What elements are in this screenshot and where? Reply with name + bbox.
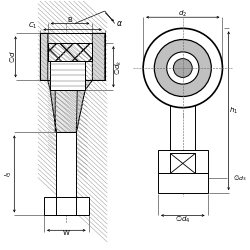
Bar — [56, 197, 76, 216]
Polygon shape — [40, 33, 56, 132]
Circle shape — [174, 58, 192, 78]
Bar — [48, 43, 92, 60]
Circle shape — [167, 52, 199, 84]
Text: $\varnothing d$: $\varnothing d$ — [7, 50, 17, 63]
Text: G: G — [64, 191, 69, 197]
Bar — [56, 132, 76, 197]
Text: $l_3$: $l_3$ — [4, 170, 14, 177]
Text: $C_1$: $C_1$ — [28, 21, 38, 32]
Bar — [50, 60, 85, 90]
Circle shape — [154, 40, 211, 96]
Polygon shape — [76, 33, 105, 132]
Text: $h_1$: $h_1$ — [228, 106, 238, 116]
Bar — [158, 173, 208, 193]
Polygon shape — [50, 90, 85, 132]
Circle shape — [143, 28, 222, 108]
Bar — [40, 33, 105, 80]
Bar — [170, 154, 195, 173]
Bar — [48, 43, 92, 60]
Text: $\varnothing d_3$: $\varnothing d_3$ — [232, 173, 246, 183]
Text: $\alpha$: $\alpha$ — [116, 19, 123, 28]
Bar — [44, 197, 89, 216]
Bar — [158, 150, 208, 173]
Text: $d_2$: $d_2$ — [178, 9, 187, 19]
Text: W: W — [63, 230, 70, 236]
Text: $\varnothing d_4$: $\varnothing d_4$ — [175, 214, 190, 225]
Text: B: B — [68, 17, 72, 23]
Bar — [40, 33, 105, 80]
Bar — [50, 60, 85, 90]
Text: $\varnothing d_k$: $\varnothing d_k$ — [113, 59, 124, 74]
